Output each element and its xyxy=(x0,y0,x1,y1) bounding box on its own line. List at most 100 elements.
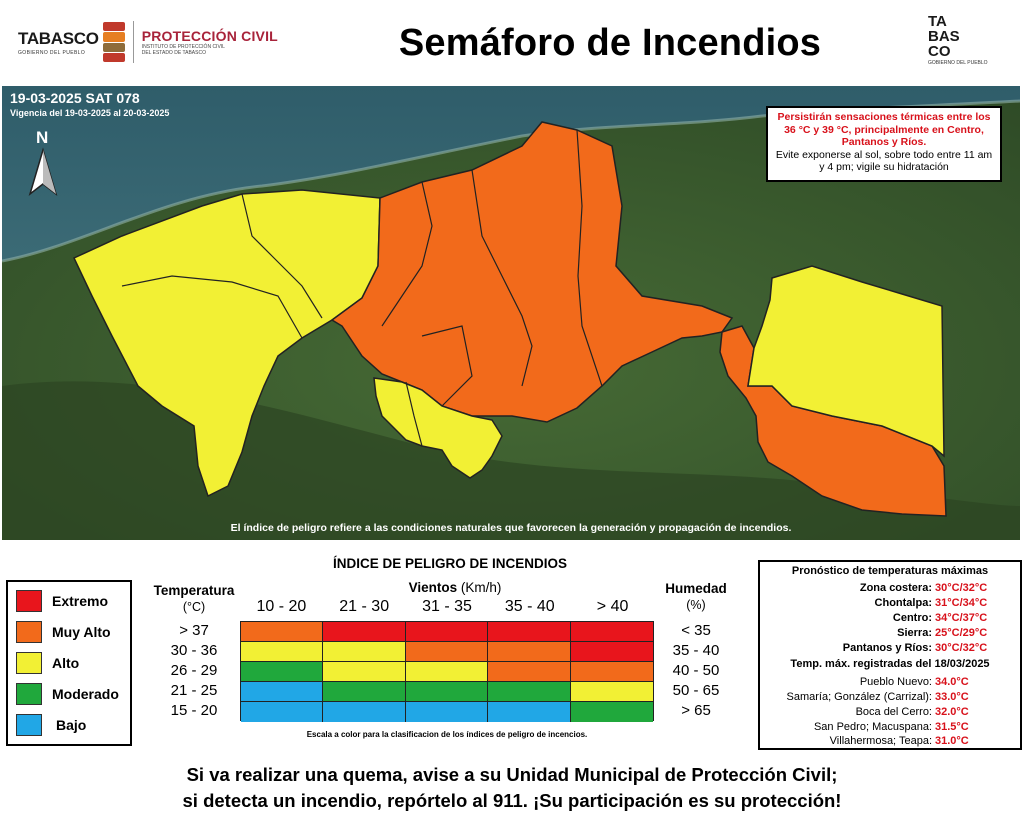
forecast-row: Chontalpa: 31°C/34°C xyxy=(760,597,1020,612)
risk-matrix-cell xyxy=(488,702,571,722)
risk-matrix-cell xyxy=(405,622,489,642)
forecast-zone: Centro: xyxy=(892,612,932,624)
risk-legend: Extremo Muy Alto Alto Moderado Bajo xyxy=(6,580,132,746)
wind-column-label: 31 - 35 xyxy=(422,598,472,615)
wind-header-label: Vientos xyxy=(408,580,458,595)
bottom-message-line2: si detecta un incendio, repórtelo al 911… xyxy=(182,790,842,811)
risk-matrix-cell xyxy=(405,702,489,722)
risk-matrix-cell xyxy=(488,682,571,702)
page-title: Semáforo de Incendios xyxy=(398,22,822,64)
recorded-value: 31.5°C xyxy=(935,721,969,733)
temperature-row-label: 30 - 36 xyxy=(170,642,218,659)
tabasco-logo-right: TA BAS CO GOBIERNO DEL PUEBLO xyxy=(928,14,994,74)
tabasco-logo-word: TABASCO xyxy=(18,28,99,48)
humidity-row-label: > 65 xyxy=(681,702,711,719)
tabasco-logo: TABASCO GOBIERNO DEL PUEBLO xyxy=(18,29,99,56)
legend-item-moderado: Moderado xyxy=(16,682,128,706)
recorded-station: Samaría; González (Carrizal): xyxy=(786,691,933,703)
recorded-value: 32.0°C xyxy=(935,706,969,718)
forecast-row: Centro: 34°C/37°C xyxy=(760,612,1020,627)
forecast-zone: Pantanos y Ríos: xyxy=(842,642,932,654)
legend-swatch xyxy=(16,621,42,643)
forecast-row: Sierra: 25°C/29°C xyxy=(760,627,1020,642)
risk-matrix-cell xyxy=(241,682,324,702)
map-canvas xyxy=(2,86,1020,540)
tabasco-logo-sub: GOBIERNO DEL PUEBLO xyxy=(18,49,86,56)
mountain-area xyxy=(2,381,1020,540)
wind-column-label: > 40 xyxy=(596,598,629,615)
bottom-message: Si va realizar una quema, avise a su Uni… xyxy=(40,762,984,814)
recorded-station: Pueblo Nuevo: xyxy=(859,676,932,688)
municipal-border xyxy=(471,169,533,387)
bulletin-validity: Vigencia del 19-03-2025 al 20-03-2025 xyxy=(10,108,170,118)
humidity-rows: < 35 35 - 40 40 - 50 50 - 65 > 65 xyxy=(656,621,736,721)
municipal-border xyxy=(381,181,433,327)
wind-column-label: 35 - 40 xyxy=(504,598,555,615)
bottom-message-line1: Si va realizar una quema, avise a su Uni… xyxy=(186,764,838,785)
humidity-row-label: 40 - 50 xyxy=(672,662,720,679)
temperature-rows: > 37 30 - 36 26 - 29 21 - 25 15 - 20 xyxy=(146,621,242,721)
risk-matrix-row xyxy=(241,662,654,682)
region-centro-muy-alto xyxy=(330,121,734,423)
header: TABASCO GOBIERNO DEL PUEBLO PROTECCIÓN C… xyxy=(0,0,1024,86)
temperature-row-label: 21 - 25 xyxy=(170,682,218,699)
risk-matrix-cell xyxy=(570,662,654,682)
humidity-row-label: 35 - 40 xyxy=(672,642,720,659)
risk-matrix-cell xyxy=(323,622,406,642)
tabasco-protection-civil-logo: TABASCO GOBIERNO DEL PUEBLO PROTECCIÓN C… xyxy=(18,14,308,70)
legend-item-alto: Alto xyxy=(16,651,128,675)
recorded-value: 34.0°C xyxy=(935,676,969,688)
proteccion-civil-sub1: INSTITUTO DE PROTECCIÓN CIVIL xyxy=(141,44,225,50)
risk-matrix-cell xyxy=(241,662,324,682)
recorded-station: Villahermosa; Teapa: xyxy=(829,735,932,747)
temperature-header: Temperatura xyxy=(153,583,235,598)
forecast-value: 30°C/32°C xyxy=(935,642,988,654)
legend-item-extremo: Extremo xyxy=(16,589,128,613)
proteccion-civil-logo: PROTECCIÓN CIVIL INSTITUTO DE PROTECCIÓN… xyxy=(142,28,278,56)
recorded-row: San Pedro; Macuspana: 31.5°C xyxy=(760,721,1020,736)
wind-column-label: 10 - 20 xyxy=(256,598,307,615)
risk-matrix xyxy=(240,621,654,722)
forecast-value: 31°C/34°C xyxy=(935,597,988,609)
recorded-row: Pueblo Nuevo: 34.0°C xyxy=(760,676,1020,691)
humidity-header: Humedad xyxy=(665,581,727,596)
forecast-value: 30°C/32°C xyxy=(935,582,988,594)
risk-matrix-cell xyxy=(405,682,489,702)
risk-matrix-cell xyxy=(323,662,406,682)
risk-matrix-cell xyxy=(241,702,324,722)
temperature-forecast-box: Pronóstico de temperaturas máximas Zona … xyxy=(758,560,1022,750)
risk-matrix-cell xyxy=(570,682,654,702)
temperature-row-label: > 37 xyxy=(179,622,209,639)
proteccion-civil-sub2: DEL ESTADO DE TABASCO xyxy=(141,50,206,56)
wind-columns: 10 - 20 21 - 30 31 - 35 35 - 40 > 40 xyxy=(240,598,654,620)
heat-warning-box: Persistirán sensaciones térmicas entre l… xyxy=(766,106,1002,182)
temperature-row-label: 26 - 29 xyxy=(170,662,218,679)
forecast-value: 34°C/37°C xyxy=(935,612,988,624)
humidity-row-label: < 35 xyxy=(681,622,711,639)
north-arrow-icon xyxy=(28,147,58,197)
legend-item-bajo: Bajo xyxy=(16,713,128,737)
region-chontalpa-alto xyxy=(72,189,381,498)
risk-matrix-cell xyxy=(570,702,654,722)
municipal-border xyxy=(421,325,473,407)
recorded-value: 33.0°C xyxy=(935,691,969,703)
risk-matrix-cell xyxy=(570,622,654,642)
legend-label: Bajo xyxy=(56,717,87,733)
temperature-row-label: 15 - 20 xyxy=(170,702,218,719)
region-sierra-alto xyxy=(373,377,503,479)
recorded-row: Boca del Cerro: 32.0°C xyxy=(760,706,1020,721)
risk-matrix-cell xyxy=(323,702,406,722)
risk-matrix-cell xyxy=(241,642,324,662)
index-title: ÍNDICE DE PELIGRO DE INCENDIOS xyxy=(332,556,568,571)
risk-matrix-cell xyxy=(323,682,406,702)
bulletin-date: 19-03-2025 SAT 078 xyxy=(10,90,140,106)
legend-label: Muy Alto xyxy=(52,624,111,640)
forecast-zone: Sierra: xyxy=(897,627,932,639)
risk-matrix-cell xyxy=(570,642,654,662)
forecast-title: Pronóstico de temperaturas máximas xyxy=(791,565,989,577)
scale-note: Escala a color para la clasificacion de … xyxy=(306,730,588,739)
risk-matrix-row xyxy=(241,622,654,642)
logo-right-row2: BAS xyxy=(928,28,960,45)
recorded-station: San Pedro; Macuspana: xyxy=(813,721,932,733)
temperature-unit: (°C) xyxy=(182,600,206,614)
